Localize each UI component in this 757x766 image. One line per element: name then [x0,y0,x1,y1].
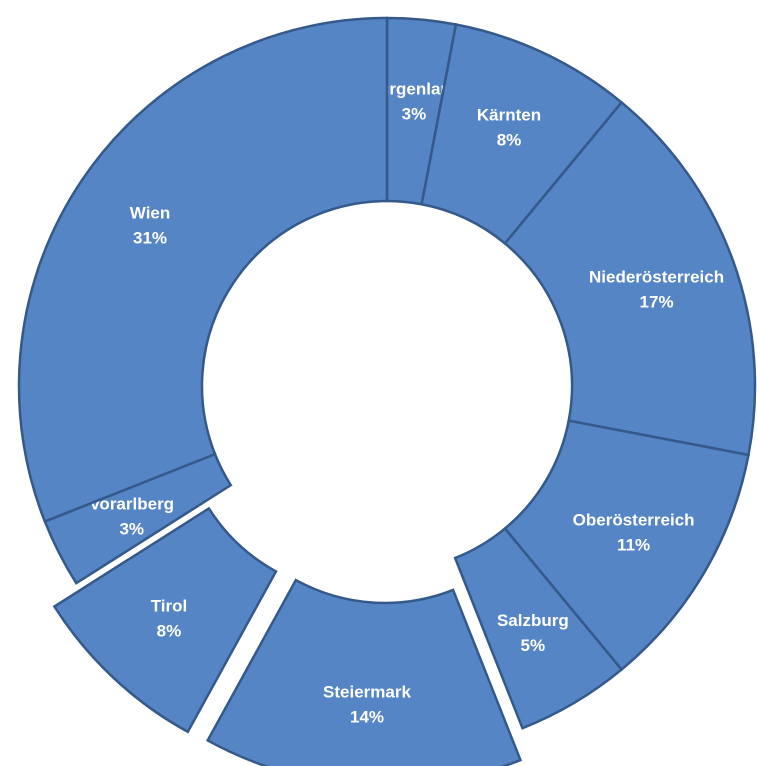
donut-slice [17,16,389,524]
slice-label: Steiermark [323,682,411,701]
slice-value: 8% [157,622,182,641]
slice-value: 5% [521,636,546,655]
slice-label: Kärnten [477,105,541,124]
slice-value: 31% [133,228,167,247]
slice-label: Oberösterreich [573,510,695,529]
slice-label: Tirol [151,597,188,616]
slice-value: 17% [640,292,674,311]
donut-slice [503,100,757,457]
slice-label: Niederösterreich [589,267,724,286]
slice-label: Burgenland [367,79,461,98]
slice-value: 11% [617,535,650,554]
slice-label: Vorarlberg [89,495,174,514]
slice-value: 3% [402,104,427,123]
slice-label: Salzburg [497,611,569,630]
donut-slice [206,578,523,766]
slice-label: Wien [130,203,170,222]
slice-value: 3% [119,520,144,539]
slice-value: 8% [497,130,522,149]
slice-value: 14% [350,707,384,726]
donut-slice [453,526,624,730]
donut-slice [52,506,278,734]
